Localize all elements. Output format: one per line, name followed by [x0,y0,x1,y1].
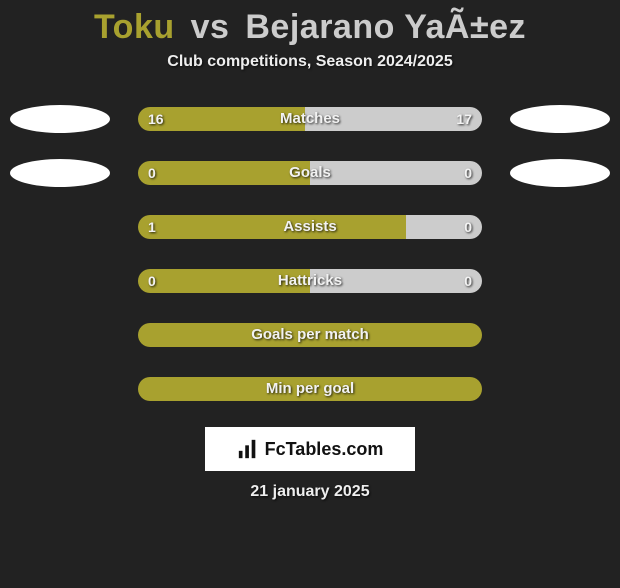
stat-row: Min per goal [0,369,620,409]
stat-bar-left [138,107,305,131]
stat-bar: Matches1617 [138,107,482,131]
subtitle: Club competitions, Season 2024/2025 [0,53,620,71]
stat-bar-right [310,269,482,293]
stat-row: Goals per match [0,315,620,355]
stat-bar-right [406,215,482,239]
stat-row: Assists10 [0,207,620,247]
team2-logo-oval [510,105,610,133]
stat-bar: Min per goal [138,377,482,401]
stat-bar-left [138,215,406,239]
team1-logo-oval [10,159,110,187]
player2-name: Bejarano YaÃ±ez [245,8,526,46]
stat-bar: Hattricks00 [138,269,482,293]
stat-row: Hattricks00 [0,261,620,301]
stat-bar-right [310,161,482,185]
stat-bar: Goals per match [138,323,482,347]
stat-bar-right [305,107,482,131]
stat-bar-left [138,269,310,293]
vs-label: vs [191,8,230,46]
logo-box[interactable]: FcTables.com [205,427,415,471]
title-row: Toku vs Bejarano YaÃ±ez [0,8,620,47]
stat-bar: Assists10 [138,215,482,239]
date: 21 january 2025 [0,483,620,501]
comparison-widget: Toku vs Bejarano YaÃ±ez Club competition… [0,8,620,501]
stat-bar-left [138,161,310,185]
logo-text: FcTables.com [265,439,384,460]
stats-list: Matches1617 Goals00 Assists10 Hattricks00 Go… [0,99,620,409]
team1-logo-oval [10,105,110,133]
bar-chart-icon [237,438,259,460]
team2-logo-oval [510,159,610,187]
stat-bar: Goals00 [138,161,482,185]
stat-bar-left [138,323,482,347]
stat-row: Matches1617 [0,99,620,139]
stat-row: Goals00 [0,153,620,193]
player1-name: Toku [94,8,175,46]
stat-bar-left [138,377,482,401]
